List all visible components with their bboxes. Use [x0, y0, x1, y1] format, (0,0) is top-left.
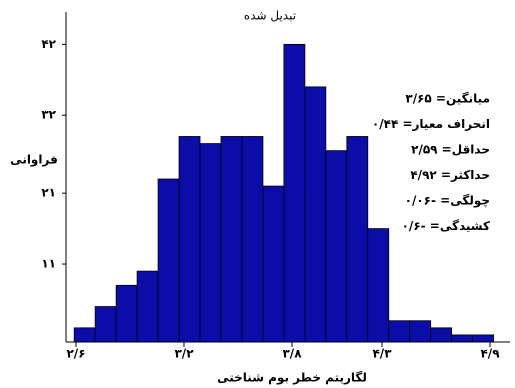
x-tick-label: ۴/۳: [372, 347, 392, 361]
bar: [283, 43, 306, 343]
bar: [178, 136, 201, 343]
bar: [409, 320, 432, 343]
bar: [199, 143, 222, 343]
chart-title: تبدیل شده: [244, 9, 296, 23]
bar: [157, 178, 180, 343]
y-axis-label: فراوانی: [10, 153, 58, 168]
bar: [346, 136, 369, 343]
bar: [262, 185, 285, 343]
bar: [115, 284, 138, 343]
bar: [367, 228, 390, 343]
bar: [241, 136, 264, 343]
stats-annotation: کشیدگی= -۰/۶: [402, 219, 490, 233]
x-tick-label: ۳/۸: [282, 347, 302, 361]
stats-annotation: حداکثر= ۴/۹۲: [410, 168, 490, 182]
bar: [304, 86, 327, 343]
x-tick-label: ۲/۶: [66, 347, 85, 361]
x-tick-label: ۴/۹: [480, 347, 500, 361]
stats-annotation: میانگین= ۳/۶۵: [405, 92, 490, 106]
y-tick-label: ۲۱: [41, 186, 56, 200]
y-tick-label: ۳۲: [41, 108, 56, 122]
bar: [136, 270, 159, 343]
bar: [430, 327, 453, 343]
bar: [472, 334, 495, 343]
y-tick-label: ۴۲: [41, 37, 56, 51]
stats-annotation: چولگی= -۰/۰۶: [405, 194, 490, 209]
stats-annotation: حداقل= ۲/۵۹: [411, 143, 490, 157]
y-tick-label: ۱۱: [41, 257, 56, 271]
bar: [325, 150, 348, 343]
x-tick-label: ۳/۲: [174, 347, 194, 361]
bar: [451, 334, 474, 343]
bar: [94, 306, 117, 343]
bar: [388, 320, 411, 343]
bar: [73, 327, 96, 343]
bar: [220, 136, 243, 343]
x-axis-label: لگاریتم خطر بوم شناختی: [217, 371, 367, 386]
stats-annotation: انحراف معیار= ۰/۴۴: [372, 117, 490, 131]
